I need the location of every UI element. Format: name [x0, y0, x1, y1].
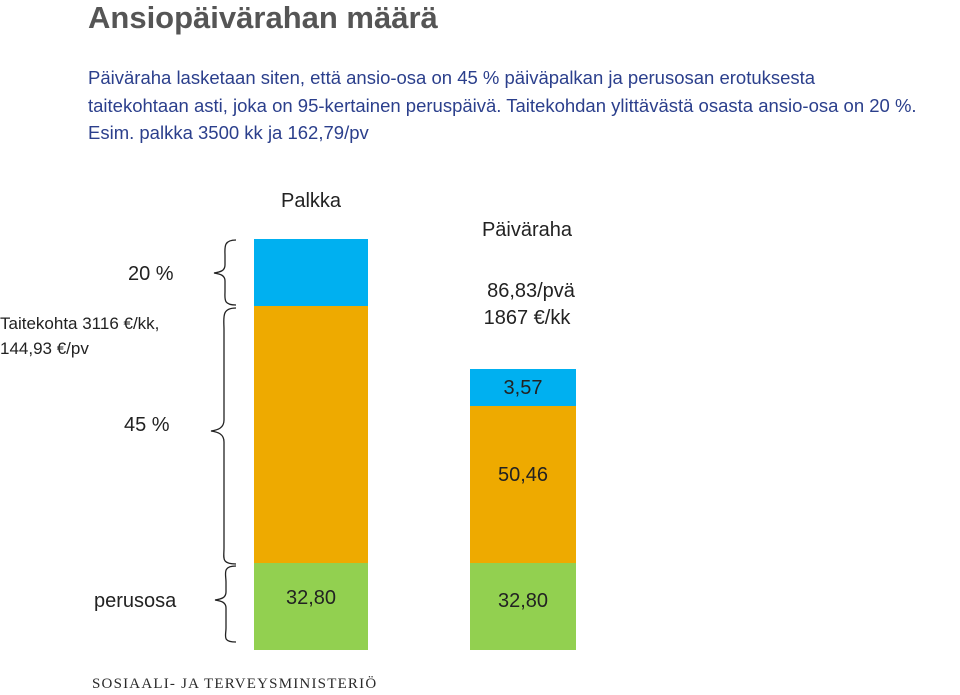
palkka-perusosa-value: 32,80 — [285, 587, 337, 609]
paivaraha-bar-segment-45 — [470, 406, 576, 563]
brace-20 — [213, 239, 237, 306]
paivaraha-label: Päiväraha — [481, 219, 573, 241]
taitekohta-label-line1: Taitekohta 3116 €/kk, — [0, 314, 160, 333]
paivaraha-45-value: 50,46 — [497, 464, 549, 486]
paivaraha-perusosa-value: 32,80 — [497, 590, 549, 612]
palkka-bar-segment-20 — [254, 239, 368, 306]
palkka-bar-segment-perusosa — [254, 563, 368, 650]
intro-text: Päiväraha lasketaan siten, että ansio-os… — [88, 67, 917, 143]
slide-title: Ansiopäivärahan määrä — [88, 0, 438, 35]
brace-45 — [210, 307, 237, 565]
brace-perusosa — [214, 565, 237, 643]
taitekohta-label-line2: 144,93 €/pv — [0, 339, 89, 358]
paivaraha-monthly-amount: 1867 €/kk — [483, 307, 571, 329]
footer-ministry-name: SOSIAALI- JA TERVEYSMINISTERIÖ — [92, 676, 378, 692]
paivaraha-daily-amount: 86,83/pvä — [487, 280, 575, 302]
palkka-label: Palkka — [280, 190, 342, 212]
palkka-bar-segment-45 — [254, 306, 368, 563]
pct-20-label: 20 % — [128, 263, 174, 285]
paivaraha-bar-segment-20 — [470, 369, 576, 406]
paivaraha-bar-segment-perusosa — [470, 563, 576, 650]
perusosa-label: perusosa — [94, 590, 177, 612]
pct-45-label: 45 % — [124, 414, 170, 436]
paivaraha-20-value: 3,57 — [503, 377, 543, 399]
